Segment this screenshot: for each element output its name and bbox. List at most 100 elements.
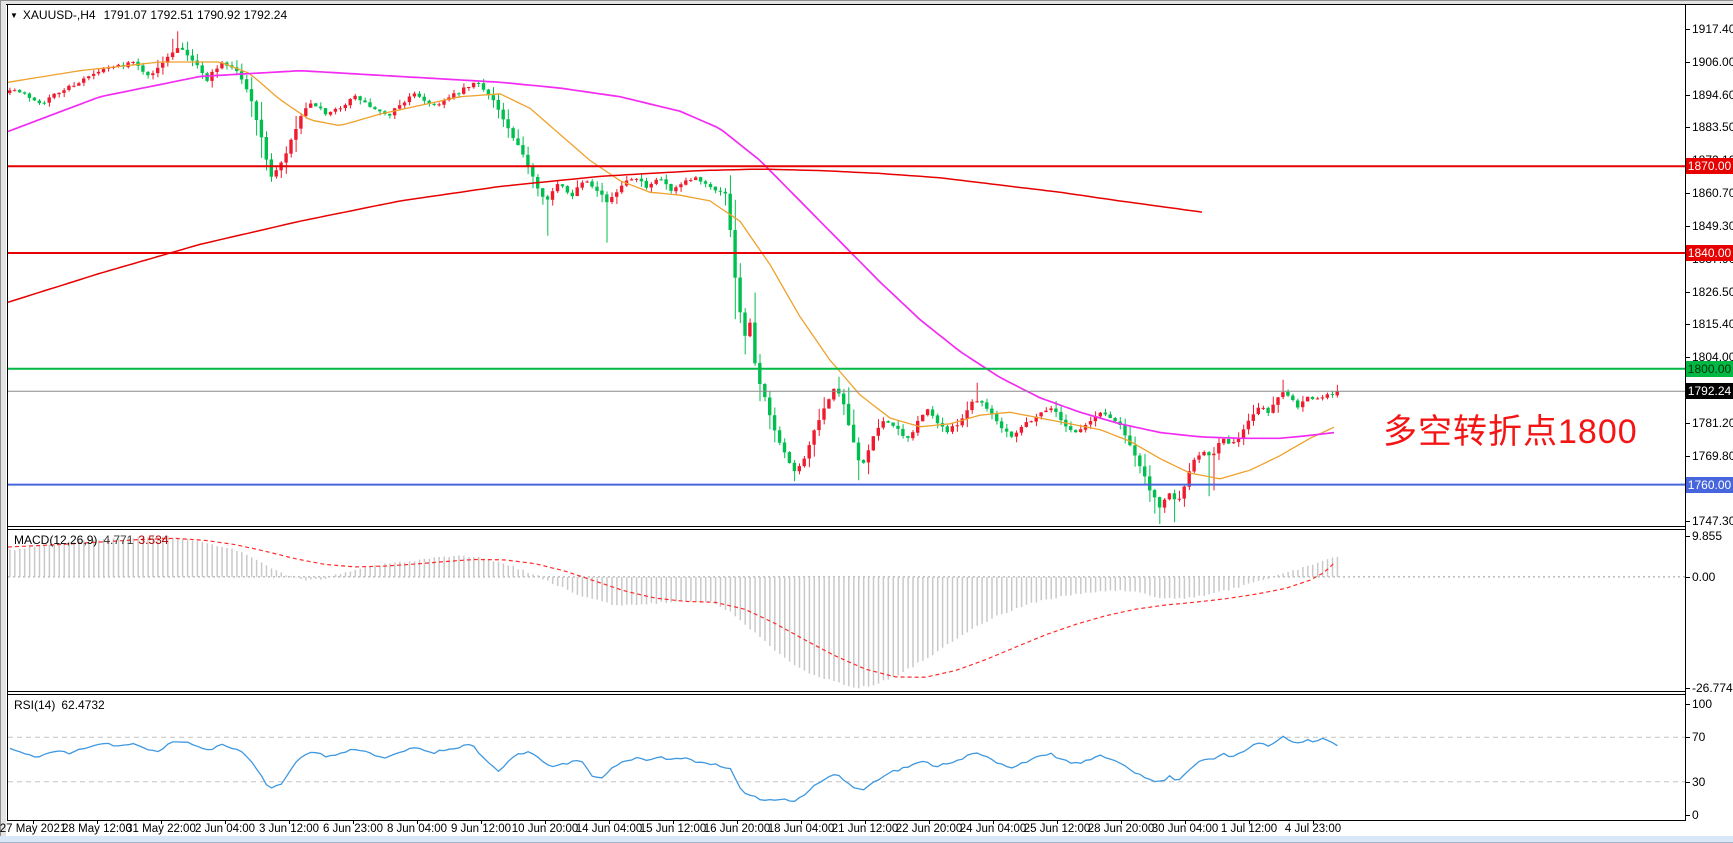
price-tick-label: 1815.40 (1692, 317, 1733, 332)
price-tick-label: 1906.00 (1692, 54, 1733, 69)
price-tick-label: 1917.40 (1692, 22, 1733, 36)
axis-tick (1686, 688, 1690, 689)
price-tick-label: 1826.50 (1692, 285, 1733, 300)
indicator-tick-label: 0 (1692, 808, 1699, 822)
axis-tick (1686, 576, 1690, 578)
axis-tick (1686, 521, 1690, 523)
axis-tick (1686, 357, 1690, 359)
panel-splitter[interactable] (7, 691, 1686, 692)
macd-signal-value: 3.534 (138, 533, 169, 547)
window-edge (1, 1, 6, 842)
time-label: 18 Jun 04:00 (767, 823, 835, 835)
mid-ma-magenta (8, 69, 1335, 440)
slow-ma-red (8, 168, 1203, 304)
time-tick (289, 820, 290, 824)
time-tick (737, 820, 738, 824)
window-edge (0, 0, 1, 843)
price-badge-1792.24: 1792.24 (1686, 383, 1733, 400)
axis-tick (1686, 704, 1690, 705)
macd-panel-canvas[interactable] (8, 530, 1685, 691)
ohlc-values: 1791.07 1792.51 1790.92 1792.24 (103, 8, 288, 22)
chart-border (0, 4, 1733, 5)
time-tick (929, 820, 930, 824)
time-tick (1249, 820, 1250, 824)
axis-tick (1686, 456, 1690, 458)
fast-ma-orange (8, 61, 1335, 480)
axis-tick (1686, 94, 1690, 96)
axis-tick (1686, 226, 1690, 228)
macd-label: MACD(12,26,9) (14, 533, 98, 547)
time-label: 2 Jun 04:00 (194, 823, 256, 835)
symbol-period-label: XAUUSD-,H4 (22, 8, 96, 22)
time-tick (1057, 820, 1058, 824)
axis-tick (1686, 423, 1690, 425)
macd-histogram (9, 535, 1339, 689)
chart-border (7, 4, 8, 821)
macd-main-value: 4.771 (103, 533, 134, 547)
axis-tick (1686, 536, 1690, 537)
time-tick (33, 820, 34, 824)
indicator-tick-label: 100 (1692, 697, 1713, 711)
price-tick-label: 1849.30 (1692, 219, 1733, 234)
price-tick-label: 1883.50 (1692, 120, 1733, 135)
time-label: 28 Jun 20:00 (1087, 823, 1155, 835)
axis-tick (1686, 127, 1690, 129)
price-tick-label: 1894.60 (1692, 87, 1733, 102)
time-label: 31 May 22:00 (126, 823, 196, 835)
time-tick (673, 820, 674, 824)
time-label: 1 Jul 12:00 (1220, 823, 1278, 835)
axis-tick (1686, 324, 1690, 326)
price-tick-label: 1769.80 (1692, 449, 1733, 464)
time-tick (545, 820, 546, 824)
price-badge-1840.00: 1840.00 (1686, 245, 1733, 262)
rsi-value: 62.4732 (61, 698, 105, 712)
panel-splitter[interactable] (7, 694, 1686, 695)
time-tick (1313, 820, 1314, 824)
time-tick (865, 820, 866, 824)
time-tick (1121, 820, 1122, 824)
panel-splitter[interactable] (7, 529, 1686, 530)
macd-header: MACD(12,26,9) 4.771 3.534 (14, 533, 168, 547)
candles (8, 31, 1339, 524)
time-tick (225, 820, 226, 824)
time-label: 3 Jun 12:00 (258, 823, 320, 835)
axis-tick (1686, 737, 1690, 739)
time-tick (993, 820, 994, 824)
axis-tick (1686, 61, 1690, 63)
indicator-tick-label: 70 (1692, 730, 1706, 745)
time-tick (801, 820, 802, 824)
time-tick (1185, 820, 1186, 824)
axis-tick (1686, 815, 1690, 816)
time-tick (481, 820, 482, 824)
axis-tick (1686, 781, 1690, 783)
time-tick (609, 820, 610, 824)
time-label: 30 Jun 04:00 (1151, 823, 1219, 835)
time-label: 25 Jun 12:00 (1023, 823, 1091, 835)
annotation-text[interactable]: 多空转折点1800 (1383, 413, 1638, 451)
time-label: 27 May 2021 (0, 823, 67, 835)
time-label: 14 Jun 04:00 (575, 823, 643, 835)
price-badge-1760.00: 1760.00 (1686, 476, 1733, 493)
time-tick (353, 820, 354, 824)
rsi-panel-canvas[interactable] (8, 695, 1685, 820)
ohlc-info: ▼ XAUUSD-,H4 1791.07 1792.51 1790.92 1792.… (10, 8, 287, 22)
price-tick-label: 1747.30 (1692, 514, 1733, 529)
window-edge (0, 0, 1733, 1)
indicator-tick-label: 0.00 (1692, 569, 1716, 584)
rsi-line (9, 735, 1338, 802)
time-label: 21 Jun 12:00 (831, 823, 899, 835)
window-edge (0, 1, 1733, 4)
time-tick (97, 820, 98, 824)
time-label: 4 Jul 23:00 (1284, 823, 1342, 835)
bottom-strip (0, 836, 1733, 842)
panel-splitter[interactable] (7, 526, 1686, 527)
time-label: 24 Jun 04:00 (959, 823, 1027, 835)
axis-tick (1686, 193, 1690, 195)
indicator-tick-label: 30 (1692, 774, 1706, 789)
price-badge-1870.00: 1870.00 (1686, 158, 1733, 175)
main-chart-canvas[interactable] (8, 5, 1685, 526)
time-tick (161, 820, 162, 824)
axis-tick (1686, 292, 1690, 294)
chart-dropdown-icon[interactable]: ▼ (10, 11, 18, 20)
